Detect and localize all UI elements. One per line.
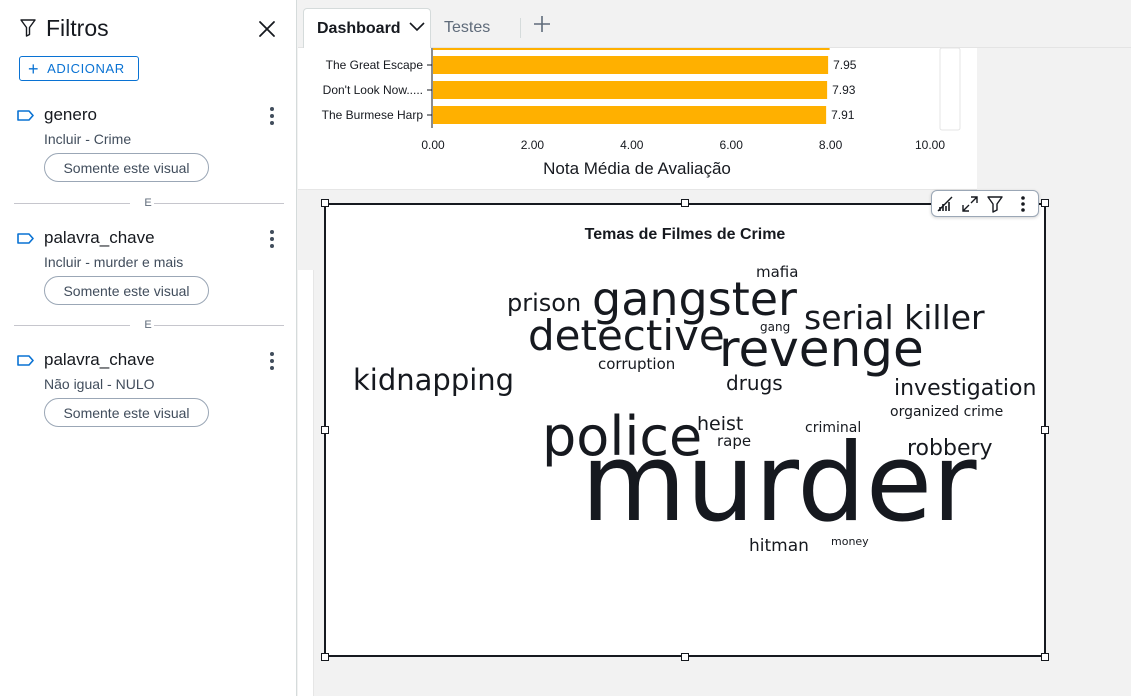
word-cloud-word[interactable]: revenge [719, 320, 924, 378]
tag-icon [17, 355, 34, 366]
filter-separator: E [14, 318, 284, 332]
x-tick-label: 8.00 [819, 138, 843, 152]
data-label: 7.95 [833, 58, 857, 72]
resize-handle[interactable] [321, 199, 329, 207]
sheet-side-strip [298, 270, 314, 696]
tab-divider [520, 18, 521, 38]
tag-icon [17, 110, 34, 121]
category-label: The Great Escape [326, 58, 424, 72]
filter-separator: E [14, 196, 284, 210]
word-cloud-word[interactable]: police [542, 405, 703, 468]
resize-handle[interactable] [321, 653, 329, 661]
add-filter-button[interactable]: + ADICIONAR [19, 56, 139, 81]
more-options-icon[interactable] [268, 107, 276, 125]
resize-handle[interactable] [681, 653, 689, 661]
add-filter-label: ADICIONAR [47, 61, 125, 76]
add-sheet-icon[interactable] [532, 14, 552, 34]
word-cloud-word[interactable]: money [831, 535, 869, 548]
word-cloud-word[interactable]: kidnapping [353, 363, 515, 397]
separator-label: E [144, 319, 152, 331]
word-cloud-word[interactable]: corruption [598, 355, 676, 373]
word-cloud-word[interactable]: rape [717, 432, 752, 450]
word-cloud-word[interactable]: robbery [907, 436, 993, 461]
filter-item-palavra-chave[interactable]: palavra_chave Incluir - murder e mais So… [14, 226, 286, 306]
bar [433, 81, 828, 99]
filters-title: Filtros [46, 15, 109, 41]
filter-condition: Não igual - NULO [44, 376, 155, 392]
filter-scope-chip[interactable]: Somente este visual [44, 153, 209, 182]
resize-handle[interactable] [1041, 426, 1049, 434]
bar-partial [433, 48, 830, 50]
expand-icon[interactable] [961, 195, 979, 213]
filter-field-name: palavra_chave [44, 350, 155, 369]
more-options-icon[interactable] [1014, 195, 1032, 213]
tag-icon [17, 233, 34, 244]
word-cloud-word[interactable]: investigation [894, 376, 1037, 401]
bar-chart: The Great Escape 7.95 Don't Look Now..... 7… [322, 48, 961, 178]
x-tick-label: 2.00 [521, 138, 545, 152]
tab-dashboard[interactable]: Dashboard [303, 8, 431, 48]
separator-label: E [144, 197, 152, 209]
filters-header: Filtros [18, 14, 278, 44]
tab-testes[interactable]: Testes [444, 8, 524, 48]
word-cloud-word[interactable]: hitman [749, 536, 809, 556]
word-cloud-word[interactable]: mafia [756, 263, 799, 281]
word-cloud-word[interactable]: serial killer [804, 298, 985, 337]
data-label: 7.93 [832, 83, 856, 97]
x-tick-label: 10.00 [915, 138, 945, 152]
more-options-icon[interactable] [268, 352, 276, 370]
x-tick-label: 6.00 [720, 138, 744, 152]
data-label: 7.91 [831, 108, 855, 122]
category-label: Don't Look Now..... [323, 83, 423, 97]
filter-icon[interactable] [986, 195, 1004, 213]
chevron-down-icon[interactable] [408, 21, 426, 33]
resize-handle[interactable] [681, 199, 689, 207]
word-cloud-word[interactable]: prison [507, 289, 582, 317]
resize-handle[interactable] [1041, 653, 1049, 661]
word-cloud-visual[interactable]: Temas de Filmes de Crime mafia prison gang… [324, 203, 1046, 657]
plus-icon: + [28, 58, 40, 79]
filter-scope-chip[interactable]: Somente este visual [44, 276, 209, 305]
filter-item-palavra-chave-nulo[interactable]: palavra_chave Não igual - NULO Somente e… [14, 348, 286, 428]
filters-panel: Filtros + ADICIONAR genero Incluir - Cri… [0, 0, 297, 696]
tab-label: Testes [444, 19, 491, 36]
word-cloud-word[interactable]: heist [697, 413, 744, 435]
word-cloud-title: Temas de Filmes de Crime [584, 226, 786, 243]
resize-handle[interactable] [321, 426, 329, 434]
x-tick-label: 0.00 [421, 138, 445, 152]
filter-condition: Incluir - murder e mais [44, 254, 184, 270]
scroll-track [939, 48, 961, 131]
word-cloud-word[interactable]: gang [760, 320, 791, 334]
more-options-icon[interactable] [268, 230, 276, 248]
word-cloud-word[interactable]: criminal [805, 420, 862, 436]
tab-label: Dashboard [317, 19, 401, 37]
bar [433, 106, 827, 124]
bar [433, 56, 829, 74]
x-axis-title: Nota Média de Avaliação [543, 159, 731, 178]
close-icon[interactable] [256, 18, 278, 40]
bar-chart-visual[interactable]: The Great Escape 7.95 Don't Look Now..... 7… [298, 48, 977, 190]
x-tick-label: 4.00 [620, 138, 644, 152]
filter-field-name: palavra_chave [44, 228, 155, 247]
insights-icon[interactable] [936, 195, 954, 213]
visual-toolbar [931, 190, 1039, 217]
word-cloud-word[interactable]: organized crime [890, 404, 1004, 420]
filter-condition: Incluir - Crime [44, 131, 132, 147]
filter-item-genero[interactable]: genero Incluir - Crime Somente este visu… [14, 103, 286, 183]
word-cloud-word[interactable]: drugs [726, 371, 783, 395]
sheet-tabs-bar: Dashboard Testes [298, 0, 1131, 48]
word-cloud-word[interactable]: gangster [592, 272, 797, 326]
funnel-icon [20, 19, 36, 37]
resize-handle[interactable] [1041, 199, 1049, 207]
category-label: The Burmese Harp [322, 108, 424, 122]
filter-field-name: genero [44, 105, 97, 124]
filter-scope-chip[interactable]: Somente este visual [44, 398, 209, 427]
word-cloud-word[interactable]: detective [528, 311, 725, 360]
word-cloud-word[interactable]: murder [581, 421, 977, 546]
